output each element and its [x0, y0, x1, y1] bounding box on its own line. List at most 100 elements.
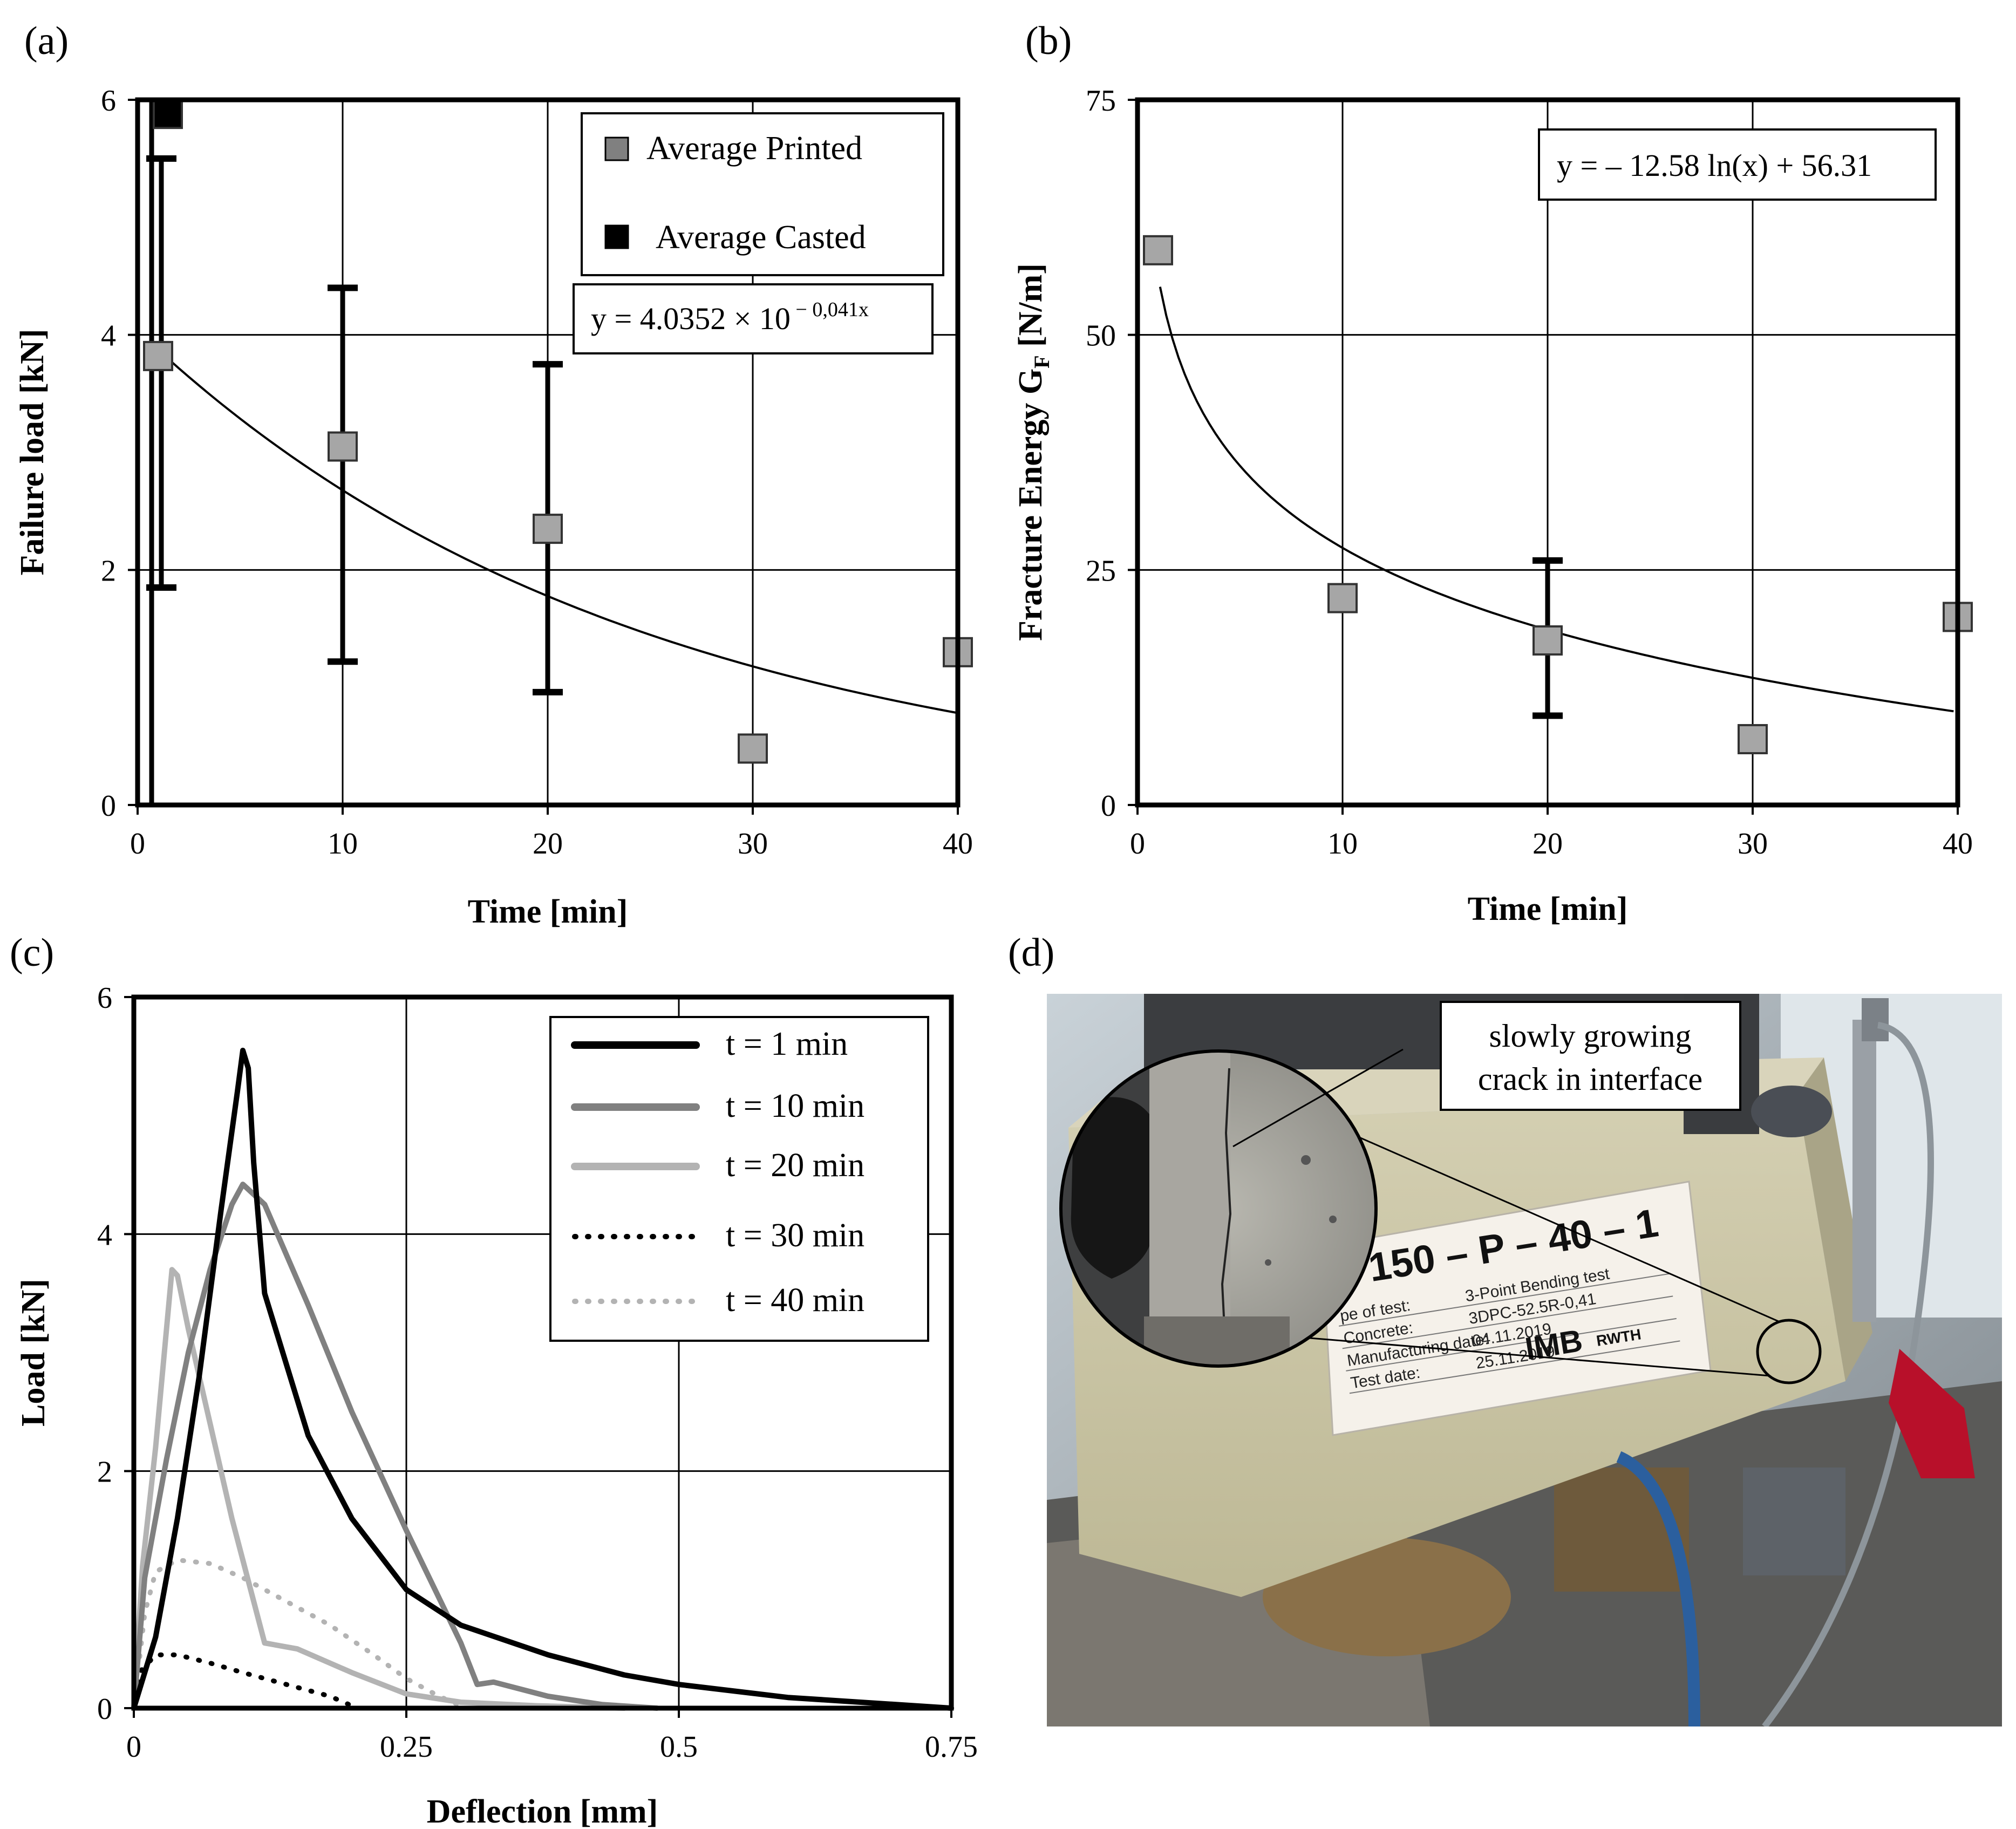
- x-tick-label: 40: [943, 827, 973, 861]
- photo-connector-bottom: [1296, 1336, 1770, 1377]
- photo-annotation-box: [1440, 1001, 1741, 1111]
- x-tick-label: 0: [1130, 827, 1145, 861]
- y-tick-label: 0: [101, 789, 116, 823]
- y-tick-label: 25: [1086, 554, 1116, 588]
- photo-zoom-crack: [1221, 1068, 1232, 1339]
- legend-a: Average Printed Average Casted: [581, 112, 944, 276]
- marker-printed: [738, 733, 768, 764]
- y-axis-title-b: Fracture Energy GF [N/m]: [1012, 263, 1054, 641]
- legend-c: t = 1 min t = 10 min t = 20 min t = 30 min t…: [549, 1016, 929, 1342]
- equation-main-a: y = 4.0352 × 10: [591, 301, 791, 336]
- x-tick-label: 0: [130, 827, 145, 861]
- trendline-a: [157, 349, 958, 714]
- y-axis-title-b-sub: F: [1030, 355, 1054, 368]
- y-tick-label: 50: [1086, 319, 1116, 353]
- x-tick-label: 20: [1533, 827, 1563, 861]
- y-tick-label: 6: [97, 981, 112, 1015]
- photo-small-circle: [1756, 1319, 1822, 1384]
- y-axis-title-b-main: Fracture Energy G: [1012, 368, 1049, 641]
- equation-text-b: y = – 12.58 ln(x) + 56.31: [1557, 148, 1872, 183]
- marker-fracture-energy: [1143, 235, 1173, 265]
- series-line-3: [131, 1652, 355, 1711]
- equation-exp-a: − 0,041x: [791, 298, 869, 321]
- photo-annotation-leader: [1232, 1048, 1404, 1148]
- photo-red-clamp: [1889, 1349, 1975, 1478]
- legend-label-2: t = 20 min: [726, 1147, 864, 1184]
- panel-label-b: (b): [1025, 19, 1072, 63]
- marker-fracture-energy: [1533, 625, 1563, 656]
- photo-sensor-rod: [1852, 1020, 1876, 1322]
- photo-cable: [1762, 1022, 1934, 1726]
- marker-printed: [143, 340, 173, 371]
- y-tick-label: 0: [1101, 789, 1116, 823]
- error-bars-a: [146, 100, 563, 805]
- legend-label-printed: Average Printed: [646, 130, 862, 167]
- y-tick-label: 4: [101, 319, 116, 353]
- legend-swatch-printed: [604, 137, 629, 161]
- series-line-2: [131, 1267, 627, 1711]
- equation-text-a: y = 4.0352 × 10 − 0,041x: [591, 298, 869, 336]
- chart-c: 0 0.25 0.5 0.75 0 2 4 6 Deflection [mm] Load […: [15, 981, 978, 1829]
- x-ticks-c: 0 0.25 0.5 0.75: [126, 1708, 978, 1764]
- marker-casted: [153, 99, 183, 129]
- label-row-rule: [1346, 1318, 1677, 1371]
- series-line-1: [131, 1182, 660, 1711]
- panel-label-a: (a): [24, 19, 69, 63]
- x-tick-label: 30: [1738, 827, 1768, 861]
- legend-label-4: t = 40 min: [726, 1282, 864, 1319]
- equation-box-b: [1538, 128, 1937, 201]
- marker-printed: [533, 514, 563, 544]
- x-tick-label: 0: [126, 1730, 141, 1764]
- photo-zoom-pore: [1329, 1216, 1337, 1223]
- photo-d: – 150 – P – 40 – 1 pe of test:3-Point Be…: [1047, 994, 2002, 1726]
- x-axis-title-c: Deflection [mm]: [427, 1793, 658, 1829]
- x-tick-label: 30: [738, 827, 768, 861]
- y-axis-title-a: Failure load [kN]: [14, 329, 51, 576]
- legend-label-3: t = 30 min: [726, 1217, 864, 1254]
- lines-c: [131, 1047, 954, 1711]
- marker-fracture-energy: [1327, 583, 1358, 613]
- y-tick-label: 2: [97, 1456, 112, 1489]
- legend-box-c: [549, 1016, 929, 1342]
- x-ticks-b: 0 10 20 30 40: [1130, 805, 1973, 861]
- panel-label-c: (c): [10, 931, 54, 975]
- x-tick-label: 20: [533, 827, 563, 861]
- series-line-4: [131, 1557, 464, 1711]
- label-row-rule: [1349, 1340, 1680, 1394]
- photo-zoom-outline: [1059, 1049, 1378, 1368]
- y-ticks-b: 0 25 50 75: [1086, 84, 1138, 823]
- legend-entries-c: t = 1 min t = 10 min t = 20 min t = 30 min t…: [571, 1026, 864, 1319]
- photo-zoom-pore: [1265, 1259, 1271, 1266]
- label-row-rule: [1339, 1273, 1670, 1327]
- equation-b: y = – 12.58 ln(x) + 56.31: [1538, 128, 1937, 201]
- series-line-0: [131, 1047, 954, 1711]
- y-axis-title-b-unit: [N/m]: [1012, 263, 1049, 355]
- x-axis-title-b: Time [min]: [1468, 891, 1628, 927]
- legend-label-0: t = 1 min: [726, 1026, 848, 1062]
- x-ticks-a: 0 10 20 30 40: [130, 805, 973, 861]
- photo-knob: [1751, 1086, 1832, 1137]
- y-tick-label: 75: [1086, 84, 1116, 118]
- photo-annotation-line1: slowly growing: [1489, 1018, 1692, 1054]
- x-axis-title-a: Time [min]: [468, 893, 628, 930]
- y-tick-label: 4: [97, 1218, 112, 1252]
- photo-blue-hose: [1616, 1451, 1700, 1726]
- photo-connector-top: [1355, 1135, 1780, 1323]
- photo-sensor-head: [1862, 998, 1889, 1041]
- plot-frame-c: [131, 994, 954, 1711]
- legend-box-a: [581, 112, 944, 276]
- x-tick-label: 40: [1943, 827, 1973, 861]
- x-tick-label: 10: [328, 827, 358, 861]
- y-axis-title-c: Load [kN]: [15, 1279, 52, 1427]
- photo-zoom-layer: [1149, 1051, 1230, 1366]
- y-tick-label: 2: [101, 554, 116, 588]
- x-tick-label: 0.25: [380, 1730, 433, 1764]
- chart-b: 0 10 20 30 40 0 25 50 75 Time [min] Fracture En…: [1012, 84, 1973, 927]
- photo-magnet-base: [1743, 1468, 1845, 1575]
- legend-label-1: t = 10 min: [726, 1088, 864, 1124]
- x-tick-label: 0.75: [925, 1730, 978, 1764]
- photo-zoom-knob: [1071, 1097, 1172, 1279]
- photo-annotation-line2: crack in interface: [1478, 1061, 1702, 1097]
- trendline-curve-a: [157, 349, 958, 714]
